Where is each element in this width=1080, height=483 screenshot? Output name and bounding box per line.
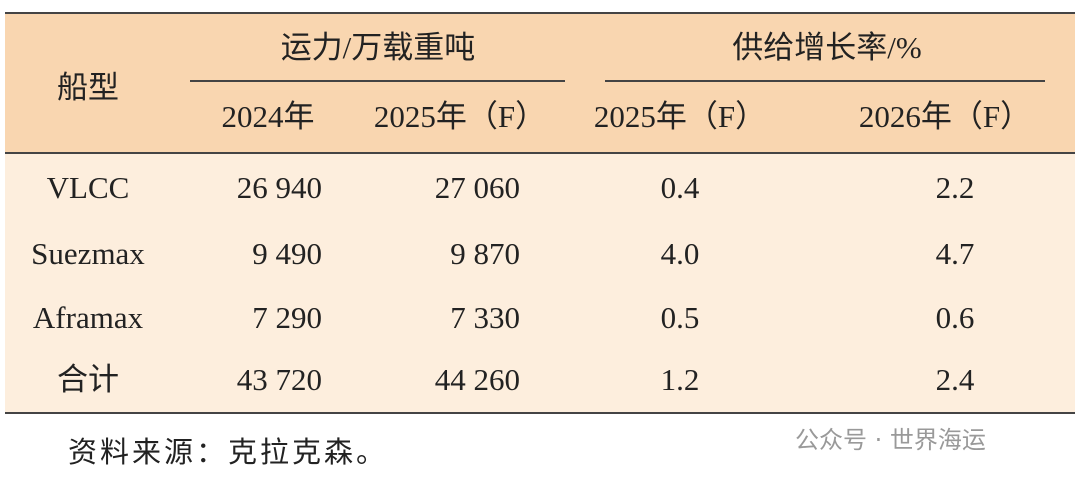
- watermark: 公众号 · 世界海运: [795, 426, 986, 454]
- table-header-bg: [5, 12, 1075, 153]
- cell: 9 870: [450, 236, 520, 271]
- cell: 1.2: [660, 362, 700, 397]
- cell: 2.2: [935, 170, 975, 205]
- cell: 0.4: [660, 170, 700, 205]
- group-rule: [190, 80, 565, 82]
- header-growth: 供给增长率/%: [732, 30, 922, 65]
- cell: 4.7: [935, 236, 975, 271]
- cell: 26 940: [236, 170, 322, 205]
- column-header: 2025年（F）: [593, 99, 767, 134]
- row-label: 合计: [57, 362, 119, 397]
- group-rule: [605, 80, 1045, 82]
- row-label: VLCC: [46, 170, 130, 205]
- cell: 7 330: [450, 300, 520, 335]
- cell: 4.0: [660, 236, 700, 271]
- cell: 2.4: [935, 362, 975, 397]
- row-label: Aframax: [32, 300, 144, 335]
- cell: 27 060: [434, 170, 520, 205]
- column-header: 2025年（F）: [373, 99, 547, 134]
- header-ship-type: 船型: [57, 70, 119, 105]
- source-note: 资料来源：克拉克森。: [68, 435, 389, 469]
- row-label: Suezmax: [31, 236, 145, 271]
- cell: 9 490: [252, 236, 322, 271]
- column-header: 2024年: [221, 99, 315, 134]
- cell: 0.6: [935, 300, 975, 335]
- cell: 43 720: [236, 362, 322, 397]
- cell: 0.5: [660, 300, 700, 335]
- header-capacity: 运力/万载重吨: [280, 30, 476, 65]
- column-header: 2026年（F）: [858, 99, 1032, 134]
- cell: 7 290: [252, 300, 322, 335]
- cell: 44 260: [434, 362, 520, 397]
- table-body-bg: [5, 152, 1075, 414]
